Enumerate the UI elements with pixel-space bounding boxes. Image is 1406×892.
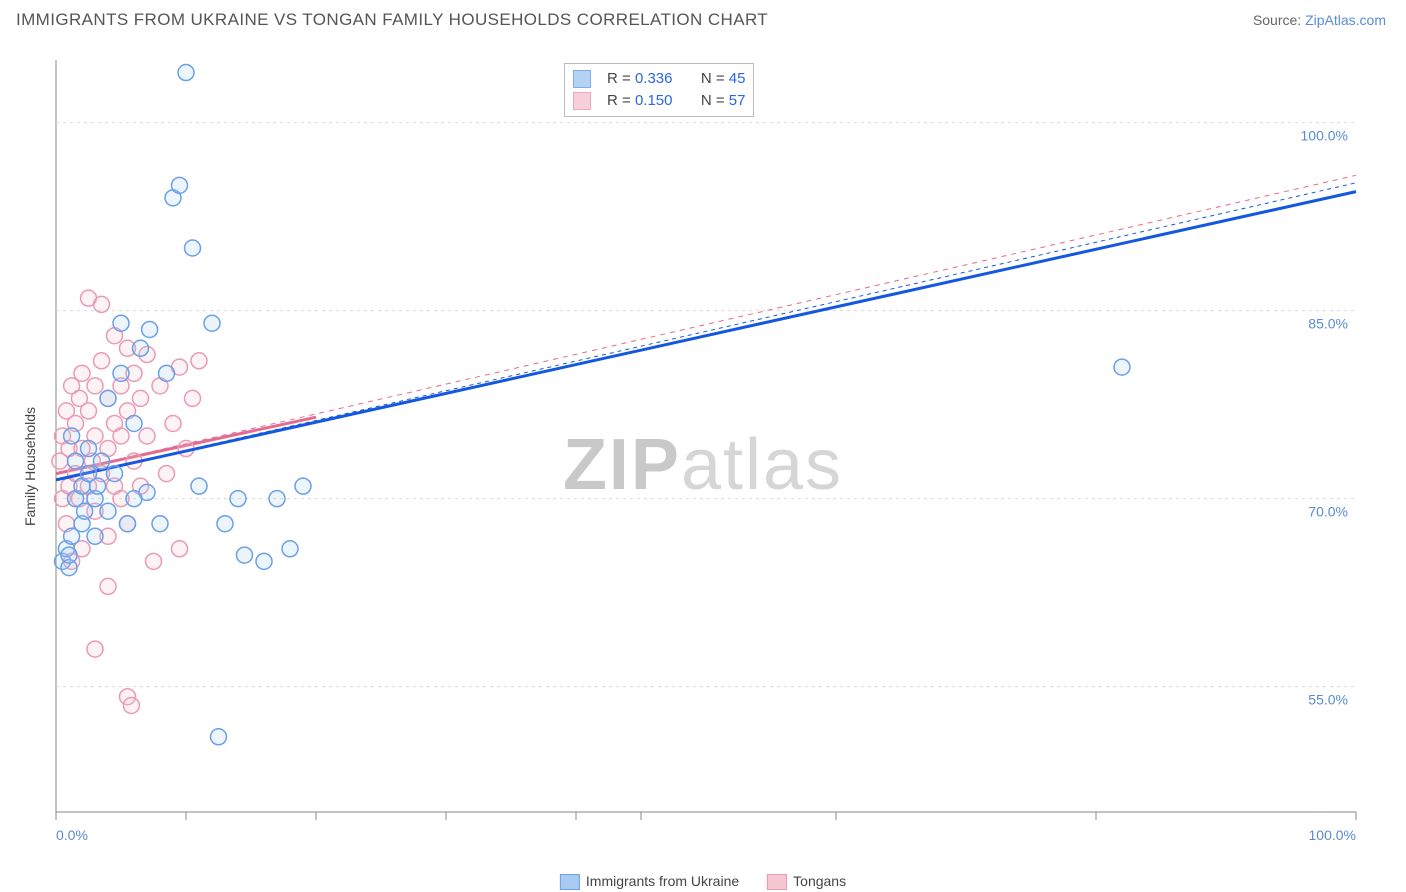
- svg-text:70.0%: 70.0%: [1308, 504, 1348, 520]
- stats-n-label: N = 57: [701, 90, 746, 112]
- svg-text:100.0%: 100.0%: [1301, 128, 1348, 144]
- chart-svg: 55.0% 70.0% 85.0% 100.0% 0.0% 100.0%: [16, 50, 1390, 850]
- stats-swatch: [573, 70, 591, 88]
- legend-swatch-ukraine: [560, 874, 580, 890]
- source-label: Source:: [1253, 12, 1305, 28]
- y-axis-label: Family Households: [22, 407, 38, 526]
- legend-label-ukraine: Immigrants from Ukraine: [586, 873, 739, 889]
- stats-row: R = 0.336 N = 45: [573, 68, 745, 90]
- svg-text:0.0%: 0.0%: [56, 827, 88, 843]
- chart-title: IMMIGRANTS FROM UKRAINE VS TONGAN FAMILY…: [16, 10, 768, 30]
- stats-n-label: N = 45: [701, 68, 746, 90]
- svg-text:55.0%: 55.0%: [1308, 692, 1348, 708]
- stats-row: R = 0.150 N = 57: [573, 90, 745, 112]
- legend-swatch-tongans: [767, 874, 787, 890]
- correlation-scatter-chart: 55.0%70.0%85.0%100.0%0.0%100.0% ZIPatlas…: [16, 50, 1390, 880]
- legend-label-tongans: Tongans: [793, 873, 846, 889]
- stats-r-label: R = 0.336: [607, 68, 672, 90]
- source-attribution: Source: ZipAtlas.com: [1253, 12, 1386, 28]
- svg-text:100.0%: 100.0%: [1309, 827, 1356, 843]
- legend-item-ukraine: Immigrants from Ukraine: [560, 873, 739, 890]
- legend-item-tongans: Tongans: [767, 873, 846, 890]
- stats-swatch: [573, 92, 591, 110]
- bottom-legend: Immigrants from Ukraine Tongans: [560, 873, 846, 890]
- stats-legend-box: R = 0.336 N = 45R = 0.150 N = 57: [564, 63, 754, 117]
- source-link[interactable]: ZipAtlas.com: [1305, 12, 1386, 28]
- svg-text:85.0%: 85.0%: [1308, 316, 1348, 332]
- stats-r-label: R = 0.150: [607, 90, 672, 112]
